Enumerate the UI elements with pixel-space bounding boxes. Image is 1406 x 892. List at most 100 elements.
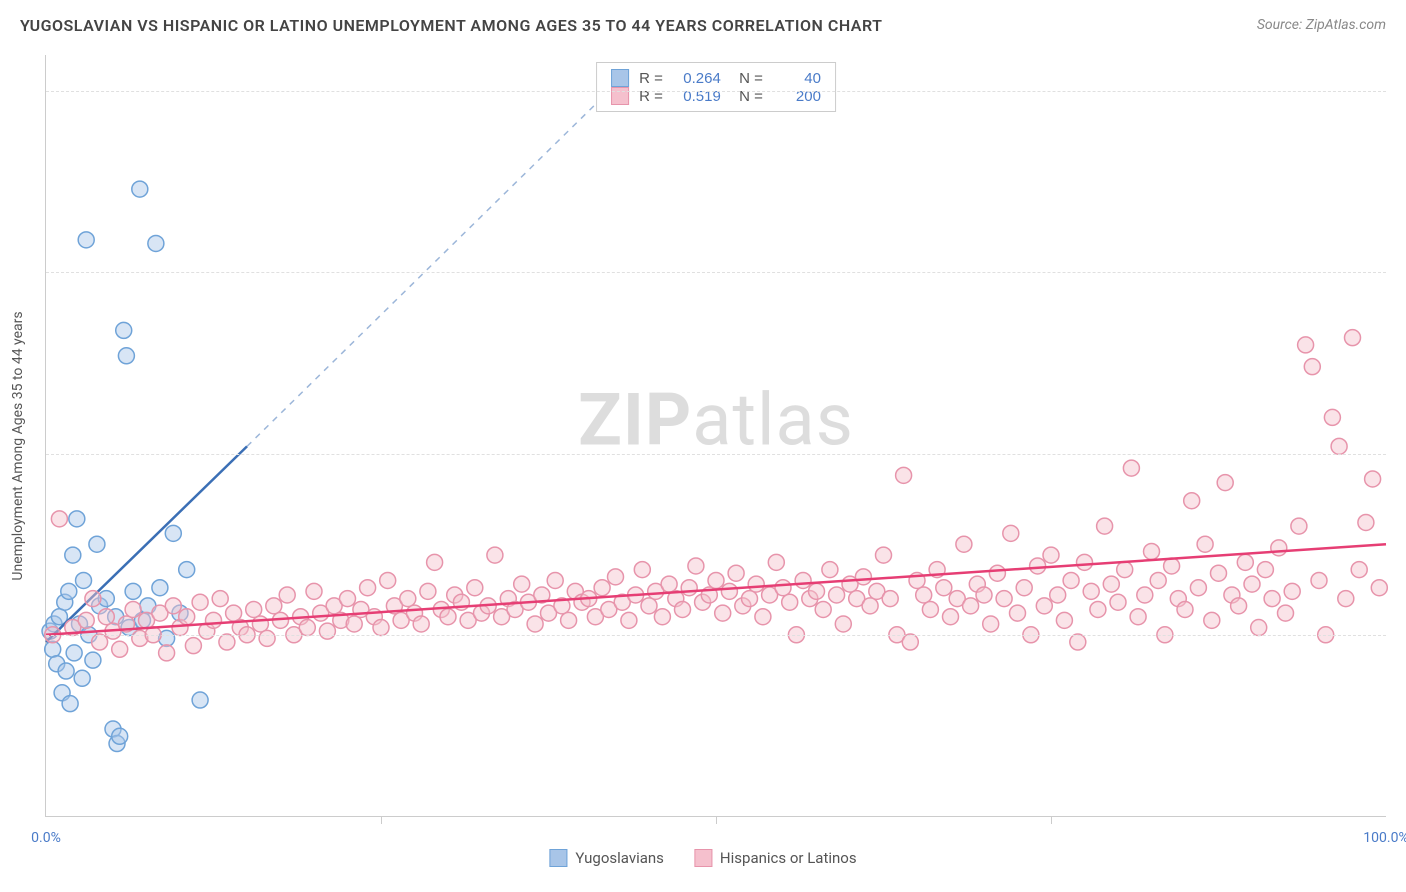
data-point xyxy=(1010,605,1026,621)
data-point xyxy=(755,609,771,625)
data-point xyxy=(654,609,670,625)
legend-swatch-icon xyxy=(611,69,629,87)
data-point xyxy=(299,620,315,636)
data-point xyxy=(855,569,871,585)
data-point xyxy=(92,634,108,650)
data-point xyxy=(89,536,105,552)
data-point xyxy=(85,591,101,607)
legend-swatch-icon xyxy=(611,87,629,105)
data-point xyxy=(192,692,208,708)
data-point xyxy=(219,634,235,650)
data-point xyxy=(212,591,228,607)
data-point xyxy=(1036,598,1052,614)
data-point xyxy=(634,562,650,578)
legend-n-value: 40 xyxy=(773,70,821,87)
data-point xyxy=(943,609,959,625)
data-point xyxy=(1117,562,1133,578)
gridline xyxy=(46,272,1386,273)
data-point xyxy=(1237,554,1253,570)
data-point xyxy=(1184,493,1200,509)
data-point xyxy=(721,583,737,599)
y-tick-label: 20.0% xyxy=(1391,83,1406,99)
data-point xyxy=(1251,620,1267,636)
data-point xyxy=(165,598,181,614)
y-axis-title: Unemployment Among Ages 35 to 44 years xyxy=(10,311,26,580)
data-point xyxy=(1097,518,1113,534)
data-point xyxy=(246,601,262,617)
data-point xyxy=(360,580,376,596)
data-point xyxy=(1030,558,1046,574)
data-point xyxy=(896,467,912,483)
data-point xyxy=(1197,536,1213,552)
data-point xyxy=(1050,587,1066,603)
series-legend-item: Hispanics or Latinos xyxy=(694,849,857,867)
data-point xyxy=(1331,438,1347,454)
legend-r-label: R = xyxy=(639,88,663,105)
data-point xyxy=(98,609,114,625)
data-point xyxy=(165,525,181,541)
data-point xyxy=(45,641,61,657)
data-point xyxy=(1177,601,1193,617)
data-point xyxy=(822,562,838,578)
data-point xyxy=(1063,572,1079,588)
data-point xyxy=(125,601,141,617)
data-point xyxy=(1150,572,1166,588)
data-point xyxy=(1324,409,1340,425)
data-point xyxy=(835,616,851,632)
data-point xyxy=(1077,554,1093,570)
data-point xyxy=(775,580,791,596)
legend-n-label: N = xyxy=(731,70,763,87)
data-point xyxy=(373,620,389,636)
data-point xyxy=(882,591,898,607)
data-point xyxy=(681,580,697,596)
data-point xyxy=(936,580,952,596)
data-point xyxy=(661,576,677,592)
x-tick xyxy=(381,816,382,824)
data-point xyxy=(989,565,1005,581)
data-point xyxy=(62,696,78,712)
data-point xyxy=(78,612,94,628)
series-legend: Yugoslavians Hispanics or Latinos xyxy=(549,849,856,867)
data-point xyxy=(1365,471,1381,487)
y-tick-label: 5.0% xyxy=(1391,627,1406,643)
data-point xyxy=(112,728,128,744)
data-point xyxy=(1016,580,1032,596)
legend-r-label: R = xyxy=(639,70,663,87)
data-point xyxy=(1204,612,1220,628)
data-point xyxy=(1190,580,1206,596)
data-point xyxy=(226,605,242,621)
data-point xyxy=(192,594,208,610)
data-point xyxy=(69,511,85,527)
data-point xyxy=(983,616,999,632)
data-point xyxy=(1070,634,1086,650)
data-point xyxy=(125,583,141,599)
data-point xyxy=(252,616,268,632)
x-tick-label: 100.0% xyxy=(1363,830,1406,846)
data-point xyxy=(112,641,128,657)
data-point xyxy=(876,547,892,563)
legend-row: R = 0.264 N = 40 xyxy=(611,69,821,87)
data-point xyxy=(547,572,563,588)
data-point xyxy=(152,580,168,596)
data-point xyxy=(85,652,101,668)
data-point xyxy=(1137,587,1153,603)
data-point xyxy=(1110,594,1126,610)
x-tick xyxy=(716,816,717,824)
data-point xyxy=(1144,543,1160,559)
data-point xyxy=(206,612,222,628)
data-point xyxy=(1311,572,1327,588)
x-tick xyxy=(1051,816,1052,824)
regression-extrapolation xyxy=(247,91,609,446)
gridline xyxy=(46,91,1386,92)
data-point xyxy=(561,612,577,628)
data-point xyxy=(996,591,1012,607)
series-name: Yugoslavians xyxy=(575,849,664,867)
data-point xyxy=(74,670,90,686)
data-point xyxy=(742,591,758,607)
data-point xyxy=(380,572,396,588)
data-point xyxy=(1278,605,1294,621)
data-point xyxy=(1231,598,1247,614)
legend-r-value: 0.264 xyxy=(673,70,721,87)
data-point xyxy=(748,576,764,592)
data-point xyxy=(621,612,637,628)
